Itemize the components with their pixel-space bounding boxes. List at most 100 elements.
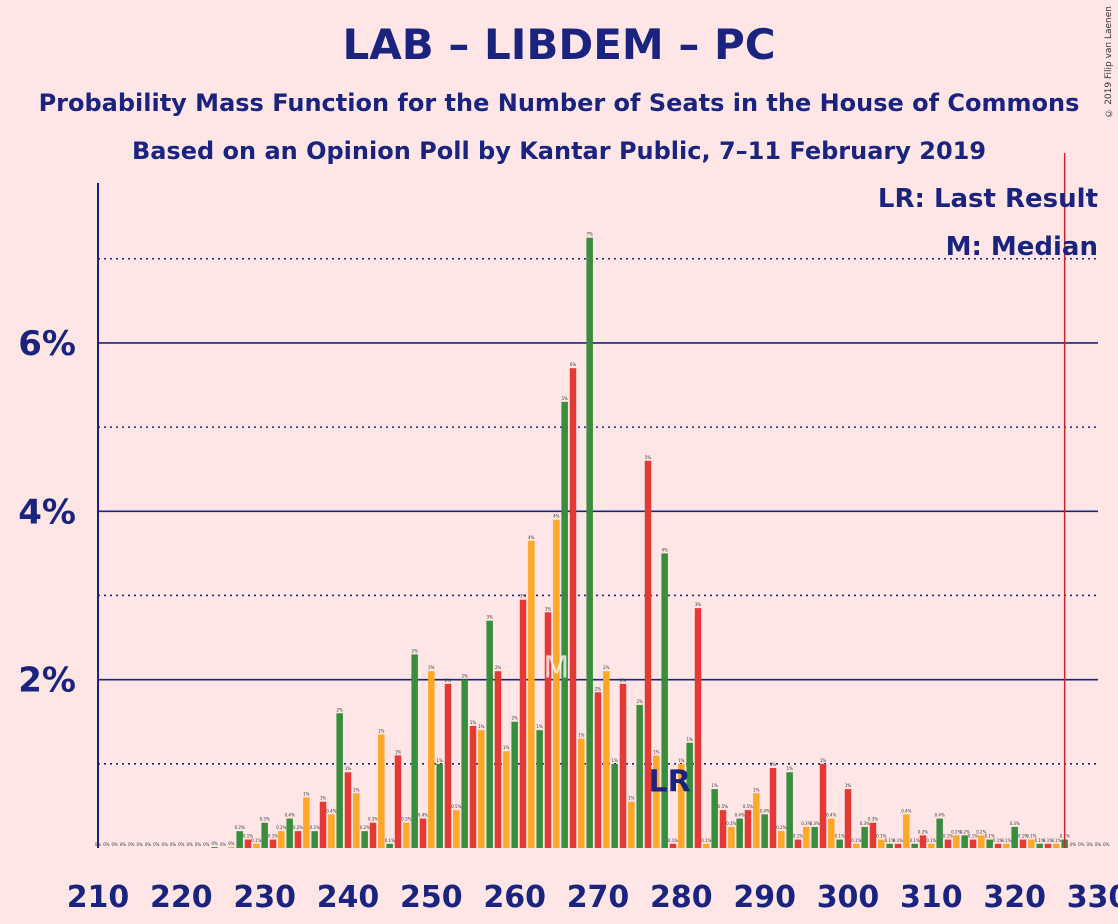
bar-value-label: 0.1%	[1051, 838, 1061, 843]
pmf-bar	[828, 818, 835, 848]
bar-value-label: 0%	[161, 842, 168, 847]
y-tick-label: 6%	[18, 324, 76, 364]
bar-value-label: 1%	[303, 791, 310, 796]
bar-value-label: 0.1%	[1043, 838, 1053, 843]
bar-value-label: 0.1%	[1026, 834, 1036, 839]
pmf-bar	[378, 734, 385, 848]
pmf-bar	[253, 843, 260, 848]
pmf-bar	[1044, 843, 1052, 848]
pmf-bar	[1036, 843, 1043, 848]
bar-value-label: 0.2%	[276, 825, 286, 830]
bar-value-label: 0%	[220, 842, 227, 847]
x-tick-label: 220	[150, 880, 213, 915]
bar-value-label: 1%	[503, 745, 510, 750]
pmf-bar	[1003, 843, 1010, 848]
bar-value-label: 2%	[428, 665, 435, 670]
bar-value-label: 2%	[595, 686, 602, 691]
bar-value-label: 0.4%	[735, 813, 745, 818]
pmf-bar	[478, 730, 485, 848]
pmf-bar	[469, 725, 477, 848]
bar-value-label: 1%	[478, 724, 485, 729]
pmf-bar	[436, 763, 443, 848]
pmf-bar	[528, 540, 535, 848]
pmf-bar	[486, 620, 493, 848]
pmf-bar	[286, 818, 293, 848]
bar-value-label: 0.1%	[926, 838, 936, 843]
bar-value-label: 0%	[95, 842, 102, 847]
bar-value-label: 1%	[353, 787, 360, 792]
pmf-bar	[603, 671, 610, 848]
pmf-bar	[1028, 839, 1035, 848]
bar-value-label: 0.4%	[901, 808, 911, 813]
pmf-bar	[344, 772, 352, 848]
bar-value-label: 0.5%	[743, 804, 753, 809]
bar-value-label: 1%	[470, 720, 477, 725]
bar-value-label: 1%	[345, 766, 352, 771]
pmf-bar	[761, 814, 768, 848]
pmf-bar	[419, 818, 427, 848]
pmf-bar	[328, 814, 335, 848]
pmf-bar	[511, 721, 518, 848]
legend-last-result: LR: Last Result	[877, 184, 1098, 214]
bar-value-label: 0.4%	[826, 813, 836, 818]
bar-value-label: 0%	[195, 842, 202, 847]
bar-value-label: 2%	[603, 665, 610, 670]
pmf-bar	[678, 763, 685, 848]
bar-value-label: 0.3%	[726, 821, 736, 826]
pmf-bar	[403, 822, 410, 848]
bar-value-label: 7%	[586, 232, 593, 237]
x-tick-label: 300	[817, 880, 880, 915]
pmf-bar	[319, 801, 327, 848]
pmf-bar	[278, 831, 285, 848]
pmf-bar	[553, 519, 560, 848]
bar-value-label: 3%	[486, 615, 493, 620]
x-tick-label: 260	[483, 880, 546, 915]
bar-value-label: 0%	[120, 842, 127, 847]
x-tick-label: 280	[650, 880, 713, 915]
bar-value-label: 0.4%	[418, 813, 428, 818]
bar-value-label: 0%	[111, 842, 118, 847]
bar-value-label: 0%	[228, 841, 235, 846]
bar-value-label: 1%	[436, 758, 443, 763]
pmf-bar	[794, 839, 802, 848]
pmf-bar	[653, 755, 660, 848]
bar-value-label: 0.2%	[960, 829, 970, 834]
bar-value-label: 0.1%	[910, 838, 920, 843]
bar-value-label: 0.1%	[943, 834, 953, 839]
bar-value-label: 0%	[1095, 842, 1102, 847]
bar-value-label: 3%	[695, 602, 702, 607]
legend-median: M: Median	[945, 232, 1098, 262]
bar-value-label: 1%	[320, 796, 327, 801]
pmf-bar	[636, 704, 643, 848]
bar-value-label: 3%	[545, 606, 552, 611]
last-result-marker: LR	[649, 764, 691, 799]
pmf-bar	[586, 237, 593, 848]
pmf-bar	[311, 831, 318, 848]
x-tick-label: 330	[1067, 880, 1118, 915]
bar-value-label: 1%	[753, 787, 760, 792]
bar-value-label: 0%	[128, 842, 135, 847]
bar-value-label: 0.4%	[760, 808, 770, 813]
bar-value-label: 0.5%	[451, 804, 461, 809]
pmf-bar	[594, 692, 602, 848]
pmf-bar	[778, 831, 785, 848]
pmf-bar	[736, 818, 743, 848]
bar-value-label: 0%	[203, 842, 210, 847]
pmf-bar	[744, 810, 752, 848]
pmf-bar	[869, 822, 877, 848]
pmf-bar	[261, 822, 268, 848]
pmf-bar	[694, 608, 702, 848]
bar-value-label: 0%	[103, 842, 110, 847]
pmf-bar	[461, 679, 468, 848]
bar-value-label: 0.3%	[1010, 821, 1020, 826]
pmf-bar	[628, 801, 635, 848]
bar-value-label: 1%	[845, 783, 852, 788]
bar-value-label: 5%	[645, 455, 652, 460]
pmf-bar	[994, 843, 1002, 848]
x-tick-label: 320	[983, 880, 1046, 915]
bar-value-label: 0%	[1103, 842, 1110, 847]
bar-value-label: 4%	[528, 535, 535, 540]
chart-source-line: Based on an Opinion Poll by Kantar Publi…	[131, 137, 987, 165]
bar-value-label: 3%	[520, 594, 527, 599]
bar-value-label: 0.1%	[793, 834, 803, 839]
